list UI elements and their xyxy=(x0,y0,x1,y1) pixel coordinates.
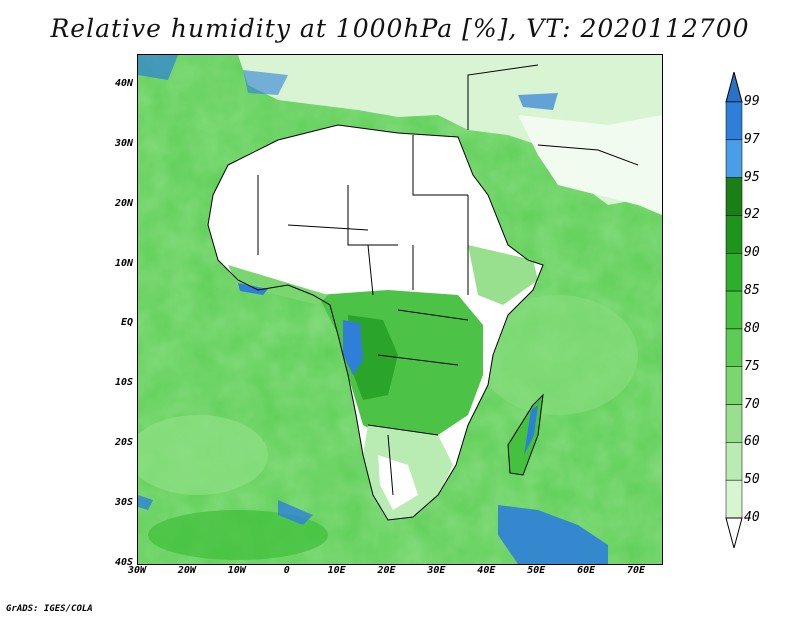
colorbar-level-label: 95 xyxy=(744,169,760,185)
lon-tick-label: 0 xyxy=(283,565,290,576)
colorbar-segment xyxy=(725,366,743,405)
colorbar xyxy=(725,72,743,548)
country-boundaries xyxy=(207,64,639,521)
lat-tick-label: 30S xyxy=(114,497,133,509)
chart-title: Relative humidity at 1000hPa [%], VT: 20… xyxy=(50,14,750,43)
colorbar-segment xyxy=(725,215,743,254)
lat-tick-label: 20S xyxy=(114,437,133,449)
colorbar-level-label: 80 xyxy=(744,320,760,336)
colorbar-level-label: 99 xyxy=(744,94,760,109)
lon-tick-label: 30E xyxy=(427,565,446,576)
ocean-patch xyxy=(148,510,328,560)
west-africa-coast xyxy=(228,265,328,305)
madagascar-saturated xyxy=(524,405,538,455)
colorbar-segment xyxy=(725,253,743,292)
lon-tick-label: 20W xyxy=(177,565,196,576)
saturated-coast xyxy=(343,320,363,375)
north-atlantic-saturated xyxy=(138,55,178,80)
east-africa xyxy=(468,245,538,305)
lon-tick-label: 60E xyxy=(577,565,596,576)
colorbar-segment xyxy=(725,290,743,330)
colorbar-segment xyxy=(725,139,743,178)
colorbar-level-label: 40 xyxy=(744,510,760,525)
colorbar-min-arrow xyxy=(725,517,743,548)
ocean-patch xyxy=(138,415,268,495)
lat-tick-label: EQ xyxy=(120,317,133,329)
black-sea-saturated xyxy=(518,93,558,110)
colorbar-segment xyxy=(725,442,743,481)
ocean-saturated xyxy=(278,500,313,525)
colorbar-level-label: 75 xyxy=(744,358,760,374)
colorbar-level-label: 50 xyxy=(744,472,760,488)
lon-tick-label: 10E xyxy=(327,565,346,576)
lon-tick-label: 30W xyxy=(127,565,147,576)
colorbar-level-label: 70 xyxy=(744,396,760,412)
north-landmass xyxy=(238,55,662,205)
colorbar-segment xyxy=(725,328,743,367)
lat-tick-label: 30N xyxy=(114,137,133,149)
grads-credit: GrADS: IGES/COLA xyxy=(6,604,93,614)
saturated-coast xyxy=(238,283,268,295)
southern-ocean-saturated xyxy=(498,505,608,564)
lon-tick-label: 50E xyxy=(527,565,546,576)
colorbar-segment xyxy=(725,479,743,519)
humidity-map xyxy=(138,55,662,564)
colorbar-level-label: 90 xyxy=(744,245,760,261)
lon-tick-label: 70E xyxy=(627,565,646,576)
colorbar-level-label: 97 xyxy=(744,131,760,147)
lon-tick-label: 40E xyxy=(477,565,496,576)
colorbar-segment xyxy=(725,404,743,443)
iberia-saturated xyxy=(243,70,288,95)
ocean-patch xyxy=(478,295,638,415)
lat-tick-label: 40N xyxy=(114,77,133,89)
lat-tick-label: 40S xyxy=(114,557,133,568)
map-plot-area xyxy=(137,54,663,565)
ocean-saturated xyxy=(138,495,153,510)
kalahari-dry-area xyxy=(378,455,418,510)
colorbar-level-label: 85 xyxy=(744,283,760,299)
lat-tick-label: 10N xyxy=(114,257,133,269)
arabia-dry-area xyxy=(518,115,662,215)
colorbar-level-label: 92 xyxy=(744,207,760,223)
colorbar-segment xyxy=(725,177,743,216)
lon-tick-label: 20E xyxy=(377,565,396,576)
colorbar-level-label: 60 xyxy=(744,434,760,450)
colorbar-max-arrow xyxy=(725,72,743,103)
lat-tick-label: 10S xyxy=(114,377,133,389)
colorbar-segment xyxy=(725,101,743,141)
lat-tick-label: 20N xyxy=(114,197,133,209)
lon-tick-label: 10W xyxy=(227,565,246,576)
